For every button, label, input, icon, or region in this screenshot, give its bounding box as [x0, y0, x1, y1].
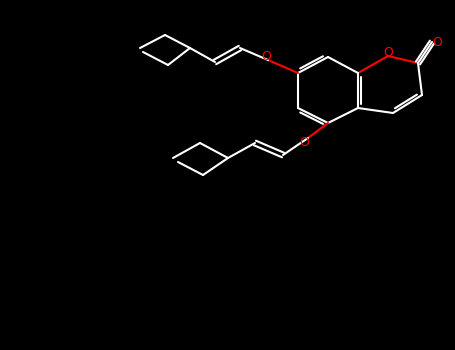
Text: O: O: [261, 50, 271, 63]
Text: O: O: [432, 35, 442, 49]
Text: O: O: [383, 47, 393, 60]
Text: O: O: [299, 136, 309, 149]
